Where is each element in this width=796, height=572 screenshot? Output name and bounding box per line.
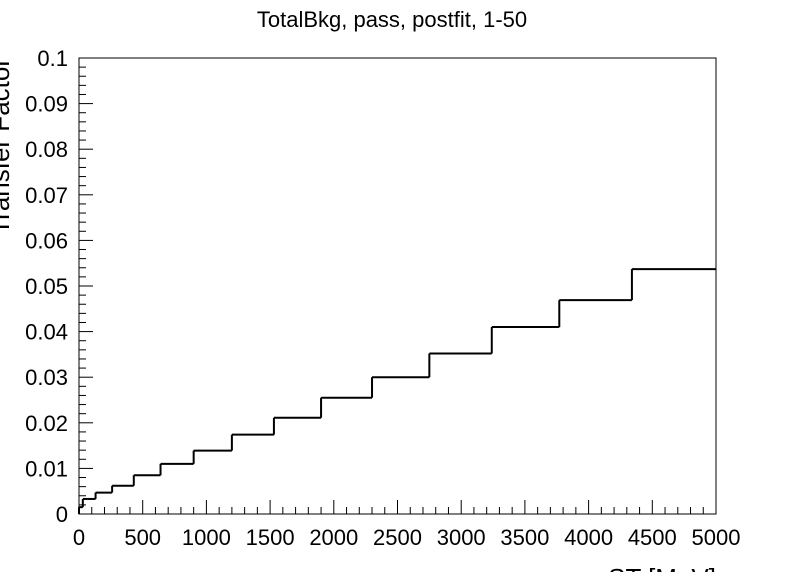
x-tick-label: 4500 (628, 525, 677, 550)
x-tick-label: 1000 (182, 525, 231, 550)
y-tick-label: 0.01 (25, 456, 68, 481)
x-axis-title: ST [MeV] (608, 563, 716, 572)
y-tick-label: 0.03 (25, 365, 68, 390)
y-tick-label: 0.02 (25, 411, 68, 436)
x-tick-label: 3500 (500, 525, 549, 550)
chart-title: TotalBkg, pass, postfit, 1-50 (257, 7, 527, 32)
y-tick-label: 0.09 (25, 92, 68, 117)
y-tick-label: 0.1 (37, 46, 68, 71)
y-axis: 0 0.01 0.02 0.03 0.04 0.05 0.06 0.07 0.08 0.09 0.1 (25, 46, 93, 527)
x-tick-label: 4000 (564, 525, 613, 550)
x-tick-label: 0 (73, 525, 85, 550)
x-tick-label: 3000 (437, 525, 486, 550)
x-tick-label: 2000 (309, 525, 358, 550)
y-tick-label: 0.05 (25, 274, 68, 299)
y-tick-label: 0.06 (25, 228, 68, 253)
y-tick-label: 0.08 (25, 137, 68, 162)
x-tick-label: 5000 (692, 525, 741, 550)
series-transfer-factor (78, 268, 716, 514)
y-axis-title-group: Transfer Factor (0, 58, 15, 235)
x-tick-label: 500 (124, 525, 161, 550)
x-tick-label: 1500 (246, 525, 295, 550)
y-tick-label: 0.04 (25, 320, 68, 345)
x-tick-label: 2500 (373, 525, 422, 550)
y-axis-title: Transfer Factor (0, 58, 15, 235)
plot-frame (78, 57, 717, 515)
x-axis: 0 500 1000 1500 2000 2500 3000 3500 4000 4500 5000 (73, 500, 741, 550)
y-tick-label: 0.07 (25, 183, 68, 208)
y-tick-label: 0 (56, 502, 68, 527)
